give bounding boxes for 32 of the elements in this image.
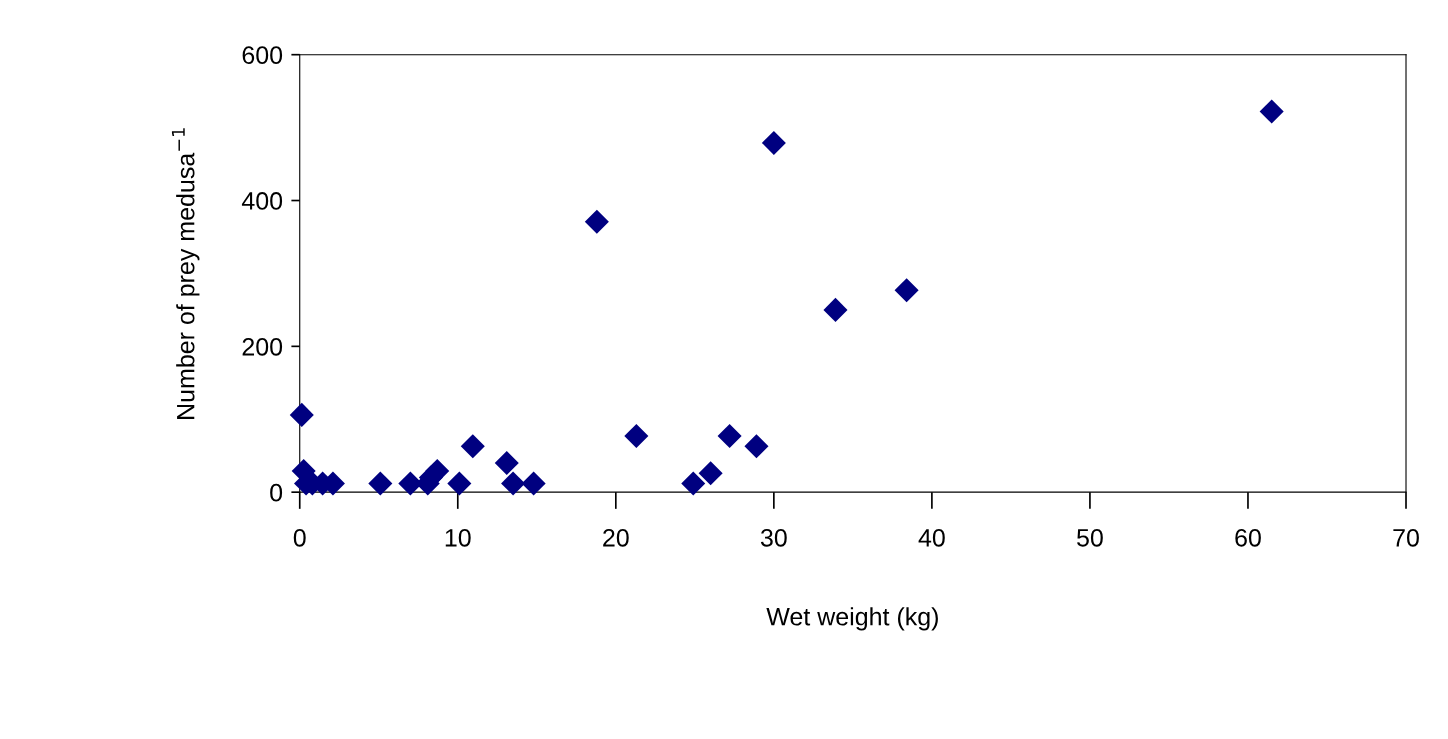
y-tick-label: 0 [270,483,283,502]
x-tick-label: 50 [1077,528,1103,547]
y-tick-label: 200 [242,337,283,356]
x-tick-label: 60 [1235,528,1261,547]
x-axis-title: Wet weight (kg) [766,607,938,631]
point [584,209,609,234]
x-tick-label: 10 [445,528,471,547]
point [521,471,546,496]
x-tick-label: 30 [760,528,787,547]
point [823,297,848,322]
point [1259,99,1284,124]
point [501,471,526,496]
point [494,450,519,476]
x-tick-label: 40 [918,528,945,547]
point [368,471,393,496]
x-tick-label: 20 [603,528,629,547]
point [717,424,742,449]
point [460,434,485,459]
point [425,459,450,484]
y-tick-label: 400 [241,192,283,210]
point [447,471,472,496]
point [894,278,919,303]
point [698,461,723,486]
point [681,471,706,496]
y-tick-label: 600 [242,46,283,64]
point [624,424,649,449]
y-axis-title: Number of prey medusa$^{−1}$ [171,128,200,419]
x-tick-label: 0 [293,528,306,547]
x-tick-label: 70 [1393,528,1419,547]
point [761,130,786,155]
point [744,434,769,459]
point [289,402,314,427]
